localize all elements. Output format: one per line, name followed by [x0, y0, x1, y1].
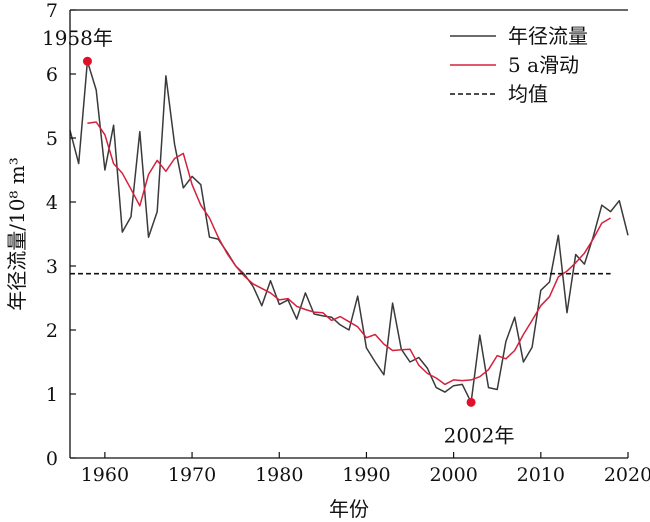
legend-label: 均值: [508, 82, 548, 106]
x-axis-title: 年份: [329, 497, 369, 521]
annotation-marker: [466, 397, 476, 407]
x-tick-label: 2010: [517, 464, 565, 486]
series-line-1: [87, 121, 611, 386]
series-layer: [69, 60, 629, 404]
x-tick-label: 1990: [342, 464, 390, 486]
x-tick-label: 2000: [429, 464, 477, 486]
y-tick-label: 5: [46, 128, 58, 150]
y-tick-label: 4: [46, 192, 58, 214]
annotation-label: 1958年: [42, 26, 113, 50]
annotations: 1958年 2002年: [42, 26, 515, 447]
y-tick-label: 6: [46, 64, 58, 86]
y-tick-label: 7: [46, 0, 58, 22]
x-tick-label: 1960: [81, 464, 129, 486]
annotation-label: 2002年: [444, 423, 515, 447]
y-tick-label: 2: [46, 320, 58, 342]
y-tick-label: 0: [46, 448, 58, 470]
x-tick-label: 1980: [255, 464, 303, 486]
x-tick-label: 2020: [604, 464, 650, 486]
y-tick-label: 3: [46, 256, 58, 278]
series-line-0: [69, 60, 629, 404]
x-tick-label: 1970: [168, 464, 216, 486]
axes: 1960 1970 1980 1990 2000 2010 2020 0 1 2 3 4 5 6 7: [46, 0, 650, 486]
legend-label: 5 a滑动: [508, 53, 579, 77]
y-axis-title: 年径流量/10⁸ m³: [5, 157, 29, 311]
legend-label: 年径流量: [508, 24, 588, 48]
annotation-marker: [82, 56, 92, 66]
y-tick-label: 1: [46, 384, 58, 406]
